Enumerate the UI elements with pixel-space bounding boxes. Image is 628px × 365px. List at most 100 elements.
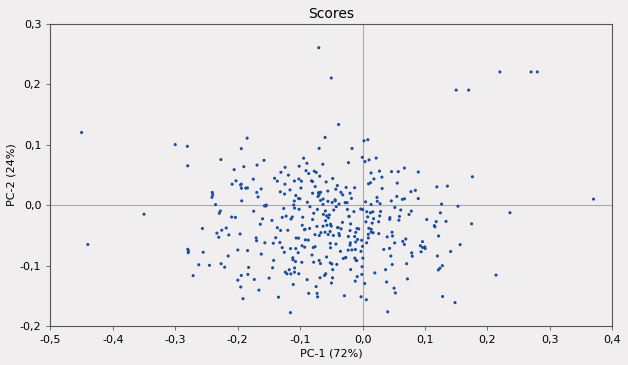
Point [304,291,314,296]
Point [398,196,408,202]
Point [365,180,376,186]
Point [333,122,344,127]
Point [389,240,399,246]
Point [197,226,207,231]
Point [367,220,377,226]
Point [310,184,320,189]
Point [415,243,425,249]
Point [312,223,322,229]
Point [280,181,290,187]
Point [322,254,332,260]
Point [297,243,307,249]
Point [387,233,398,239]
Point [345,221,355,227]
Point [360,199,371,205]
Point [290,178,300,184]
Point [283,227,293,233]
Point [327,275,337,281]
Point [295,196,305,202]
Point [407,253,417,259]
Point [406,189,416,195]
Point [345,240,355,246]
Point [280,164,290,170]
Point [290,198,300,204]
Point [321,218,331,224]
Point [311,284,321,289]
Point [281,213,291,219]
Point [325,245,335,251]
Point [344,234,354,239]
Point [236,284,246,290]
Point [314,145,324,151]
Point [279,249,290,255]
Point [241,185,251,191]
Point [364,181,374,187]
Point [363,137,373,143]
Point [377,174,387,180]
Point [297,222,307,228]
Point [252,162,262,168]
Point [286,216,296,222]
Point [333,224,343,230]
Point [352,226,362,231]
Point [308,190,318,196]
Point [256,186,266,192]
Point [323,199,333,204]
Point [331,186,341,192]
Point [216,261,226,266]
Point [336,226,346,232]
Point [268,265,278,271]
Point [256,221,266,227]
Point [325,228,335,234]
Point [365,210,376,216]
Point [283,172,293,178]
Point [350,278,360,284]
Point [384,245,394,251]
Point [433,253,443,259]
Point [291,235,301,241]
Point [363,231,373,237]
Point [407,250,417,256]
Point [242,248,252,254]
Point [306,178,317,184]
Point [279,205,289,211]
Point [323,188,333,194]
Point [273,225,283,231]
Point [313,294,323,300]
Point [345,228,355,234]
Point [356,249,366,254]
Point [237,185,247,191]
Point [385,216,395,222]
Point [320,208,330,214]
Point [302,277,312,283]
Point [332,182,342,188]
Point [404,212,414,218]
Point [431,219,441,224]
Point [239,164,249,170]
Point [352,237,362,242]
Point [350,247,360,253]
Point [344,214,354,219]
Point [441,219,451,224]
Point [352,258,362,264]
Point [436,201,447,207]
Point [315,197,325,203]
Point [413,196,423,201]
Point [325,260,335,266]
Point [188,273,198,278]
Point [416,249,426,255]
Point [345,190,355,196]
Point [183,248,193,254]
Point [290,205,300,211]
Point [340,200,350,205]
Point [249,277,259,283]
Point [314,233,324,238]
Point [375,213,385,219]
Point [401,261,411,266]
Point [300,227,310,233]
Point [526,69,536,75]
Point [433,267,443,273]
Point [330,198,340,204]
Point [221,225,231,231]
Point [252,189,262,195]
